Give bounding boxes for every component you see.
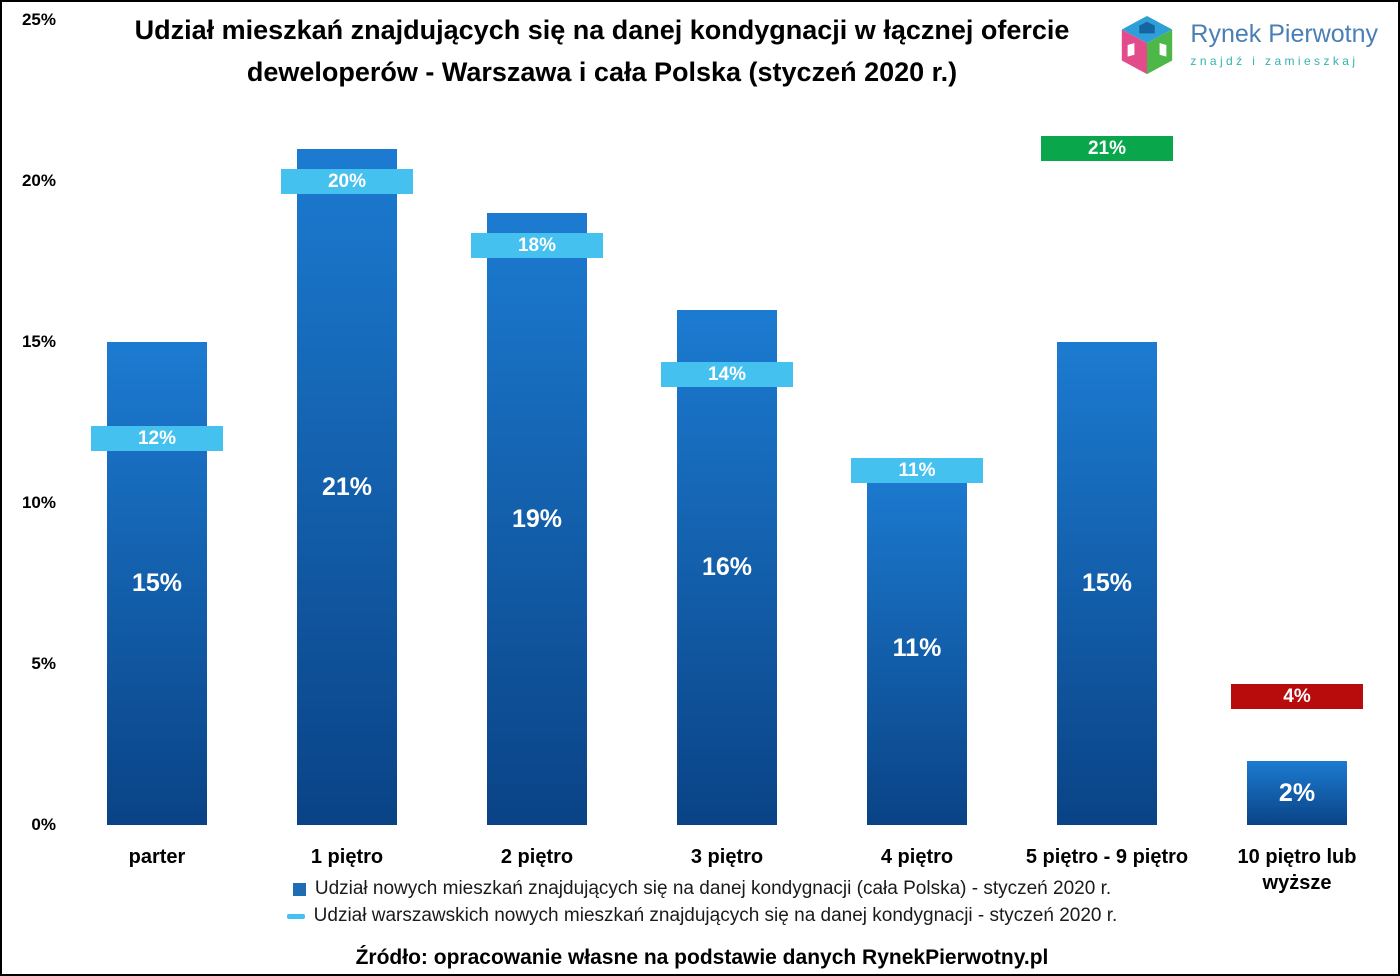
- y-axis-tick: 10%: [21, 493, 56, 512]
- category-label: 5 piętro - 9 piętro: [1025, 846, 1189, 868]
- bar-1: 15%: [107, 342, 207, 825]
- bar-value-label: 21%: [321, 472, 373, 501]
- category-label: parter: [128, 846, 186, 868]
- y-axis-tick: 15%: [21, 332, 56, 351]
- warsaw-marker-3: 18%: [471, 233, 603, 258]
- bar-value-label: 15%: [131, 569, 183, 597]
- bar-6: 15%: [1057, 342, 1157, 825]
- category-label: 10 piętro lub wyższe: [1237, 846, 1357, 894]
- bar-4: 16%: [677, 310, 777, 825]
- logo-tagline: znajdź i zamieszkaj: [1190, 54, 1359, 68]
- bar-value-label: 15%: [1081, 569, 1133, 597]
- y-axis-tick: 25%: [21, 10, 56, 29]
- chart-title-line2: deweloperów - Warszawa i cała Polska (st…: [246, 56, 958, 87]
- y-axis-tick: 0%: [31, 815, 56, 834]
- legend-label-warsaw: Udział warszawskich nowych mieszkań znaj…: [313, 905, 1118, 926]
- logo-text: Rynek Pierwotny znajdź i zamieszkaj: [1190, 14, 1378, 68]
- bar-value-label: 2%: [1278, 778, 1316, 807]
- warsaw-marker-5: 11%: [851, 458, 983, 483]
- bar-value-label: 16%: [701, 553, 753, 581]
- brand-logo: Rynek Pierwotny znajdź i zamieszkaj: [1116, 14, 1378, 81]
- legend-square-icon: [292, 882, 306, 896]
- cube-logo-icon: [1116, 14, 1178, 81]
- warsaw-marker-2: 20%: [281, 169, 413, 194]
- warsaw-marker-7: 4%: [1231, 684, 1363, 709]
- legend-item-poland: Udział nowych mieszkań znajdujących się …: [292, 878, 1112, 900]
- bar-3: 19%: [487, 213, 587, 825]
- legend-item-warsaw: Udział warszawskich nowych mieszkań znaj…: [286, 905, 1118, 927]
- warsaw-marker-4: 14%: [661, 362, 793, 387]
- category-label: 2 piętro: [500, 846, 574, 868]
- logo-name: Rynek Pierwotny: [1190, 20, 1378, 48]
- bar-2: 21%: [297, 149, 397, 825]
- chart-legend: Udział nowych mieszkań znajdujących się …: [2, 878, 1398, 927]
- legend-dash-icon: [286, 913, 305, 919]
- y-axis-tick: 20%: [21, 171, 56, 190]
- bar-value-label: 11%: [892, 633, 942, 662]
- category-label: 3 piętro: [690, 846, 764, 868]
- bar-value-label: 19%: [511, 504, 563, 533]
- source-note: Źródło: opracowanie własne na podstawie …: [355, 946, 1049, 969]
- category-label: 1 piętro: [310, 846, 384, 868]
- bar-7: 2%: [1247, 761, 1347, 825]
- chart-title-line1: Udział mieszkań znajdujących się na dane…: [134, 15, 1070, 45]
- warsaw-marker-6: 21%: [1041, 136, 1173, 161]
- legend-label-poland: Udział nowych mieszkań znajdujących się …: [314, 878, 1112, 899]
- warsaw-marker-1: 12%: [91, 426, 223, 451]
- category-label: 4 piętro: [880, 846, 954, 868]
- bar-5: 11%: [867, 471, 967, 825]
- chart-title: Udział mieszkań znajdujących się na dane…: [72, 10, 1132, 94]
- y-axis-tick: 5%: [31, 654, 56, 673]
